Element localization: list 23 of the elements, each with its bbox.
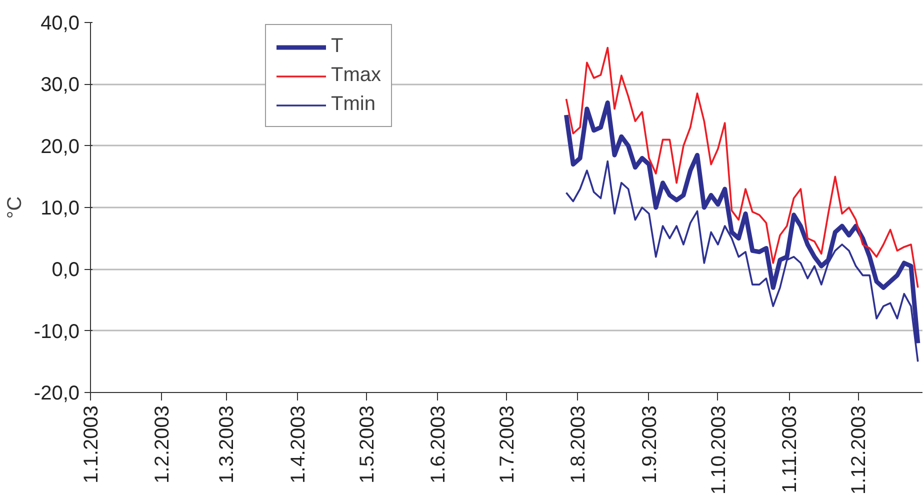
y-tick-label: -20,0 xyxy=(34,382,80,404)
x-tick-label: 1.4.2003 xyxy=(287,405,310,484)
x-tick-label: 1.12.2003 xyxy=(848,405,870,494)
x-tick-label: 1.11.2003 xyxy=(779,405,802,493)
x-tick-label: 1.6.2003 xyxy=(428,405,450,484)
y-tick-label: 40,0 xyxy=(40,12,80,34)
y-tick-label: -10,0 xyxy=(34,320,80,343)
x-tick-label: 1.2.2003 xyxy=(152,405,174,484)
y-tick-label: 10,0 xyxy=(40,198,80,220)
legend-label: Tmax xyxy=(331,64,381,87)
x-tick-label: 1.8.2003 xyxy=(568,405,590,484)
y-tick-label: 30,0 xyxy=(40,74,80,96)
legend-label: T xyxy=(331,35,344,58)
x-tick-label: 1.1.2003 xyxy=(80,405,102,484)
x-tick-label: 1.3.2003 xyxy=(216,405,238,484)
y-tick-label: 20,0 xyxy=(40,136,80,158)
y-tick-label: 0,0 xyxy=(52,259,80,282)
y-axis-title: °C xyxy=(4,196,26,219)
x-tick-label: 1.9.2003 xyxy=(638,405,661,484)
x-tick-label: 1.5.2003 xyxy=(356,405,378,484)
x-tick-label: 1.7.2003 xyxy=(496,405,518,484)
x-tick-label: 1.10.2003 xyxy=(708,405,730,494)
legend-label: Tmin xyxy=(331,93,376,116)
